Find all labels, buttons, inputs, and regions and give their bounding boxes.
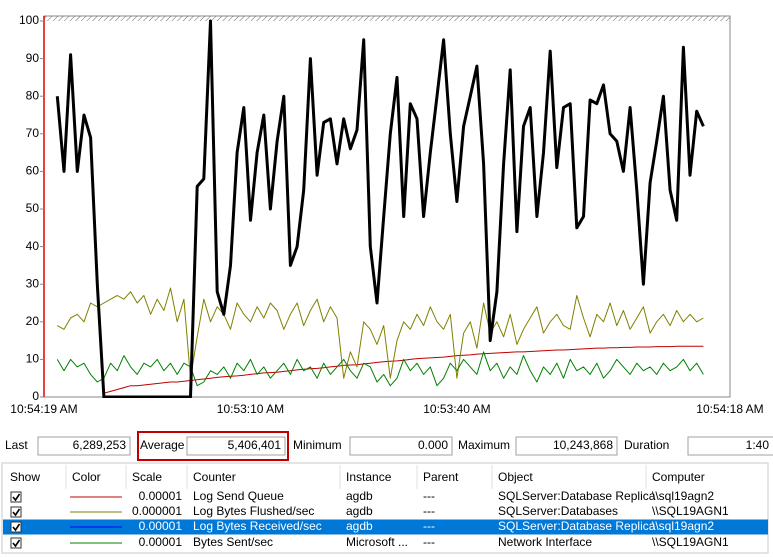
stat-value: 6,289,253	[73, 438, 127, 452]
cell-object: SQLServer:Databases	[498, 504, 618, 518]
table: Show Color Scale Counter Instance Parent Objec…	[3, 465, 768, 549]
y-tick-label: 30	[26, 276, 40, 290]
y-tick-label: 20	[26, 314, 40, 328]
column-header: Computer	[652, 470, 705, 484]
stat-label: Duration	[624, 438, 669, 452]
counter-table	[1, 462, 769, 554]
stat-box	[687, 436, 773, 456]
cell-parent: ---	[423, 489, 435, 503]
series-line	[57, 287, 704, 379]
cell-instance: Microsoft ...	[346, 535, 408, 549]
show-checkbox[interactable]	[10, 491, 22, 503]
cell-parent: ---	[423, 504, 435, 518]
cell-parent: ---	[423, 519, 435, 533]
stat-box	[37, 436, 131, 456]
series-line	[56, 351, 704, 387]
y-tick-label: 70	[26, 126, 40, 140]
stat-box	[515, 436, 618, 456]
check-mark	[12, 493, 21, 502]
y-tick-label: 0	[32, 389, 39, 403]
stat-box	[186, 436, 286, 456]
show-checkbox[interactable]	[10, 537, 22, 549]
stat-value: 10,243,868	[553, 438, 613, 452]
cell-instance: agdb	[346, 519, 373, 533]
cell-counter: Log Send Queue	[193, 489, 284, 503]
y-tick-label: 50	[26, 201, 40, 215]
stat-label: Minimum	[293, 438, 342, 452]
y-tick-label: 10	[26, 352, 40, 366]
y-tick-label: 60	[26, 164, 40, 178]
x-tick-label: 10:53:40 AM	[423, 402, 490, 416]
column-header: Object	[498, 470, 533, 484]
cell-counter: Log Bytes Received/sec	[193, 519, 322, 533]
top-band	[44, 16, 730, 21]
cell-counter: Bytes Sent/sec	[193, 535, 273, 549]
stat-value: 5,406,401	[228, 438, 282, 452]
cell-computer: \\SQL19AGN1	[652, 504, 729, 518]
x-tick-label: 10:54:19 AM	[10, 402, 77, 416]
y-tick-label: 100	[19, 13, 39, 27]
cell-instance: agdb	[346, 504, 373, 518]
stat-value: 0.000	[418, 438, 448, 452]
stat-label: Last	[5, 438, 28, 452]
x-tick-label: 10:54:18 AM	[696, 402, 763, 416]
stat-box	[349, 436, 453, 456]
cell-scale: 0.00001	[139, 535, 183, 549]
cell-parent: ---	[423, 535, 435, 549]
cell-computer: \\sql19agn2	[652, 519, 714, 533]
series-line	[55, 19, 705, 398]
column-header: Show	[10, 470, 40, 484]
stat-label: Average	[140, 438, 185, 452]
y-tick-label: 40	[26, 239, 40, 253]
cell-scale: 0.00001	[139, 489, 183, 503]
show-checkbox[interactable]	[10, 521, 22, 533]
cell-scale: 0.00001	[139, 519, 183, 533]
column-header: Parent	[423, 470, 459, 484]
cell-computer: \\sql19agn2	[652, 489, 714, 503]
column-header: Color	[72, 470, 101, 484]
highlight-box	[137, 431, 289, 461]
y-tick-label: 90	[26, 51, 40, 65]
cell-object: SQLServer:Database Replica	[498, 489, 656, 503]
column-header: Instance	[346, 470, 392, 484]
stat-label: Maximum	[458, 438, 510, 452]
cell-scale: 0.000001	[132, 504, 182, 518]
column-header: Counter	[193, 470, 236, 484]
cell-counter: Log Bytes Flushed/sec	[193, 504, 314, 518]
column-header: Scale	[132, 470, 162, 484]
plot-area	[43, 15, 731, 398]
show-checkbox[interactable]	[10, 506, 22, 518]
stat-value: 1:40	[746, 438, 770, 452]
cell-object: Network Interface	[498, 535, 592, 549]
check-mark	[12, 539, 21, 548]
selected-row	[3, 519, 768, 535]
stats: Last 6,289,253 Average 5,406,401 Minimum 0.00…	[5, 431, 773, 461]
cell-computer: \\SQL19AGN1	[652, 535, 729, 549]
check-mark	[12, 508, 21, 517]
check-mark	[12, 523, 21, 532]
cell-object: SQLServer:Database Replica	[498, 519, 656, 533]
y-tick-label: 80	[26, 88, 40, 102]
cell-instance: agdb	[346, 489, 373, 503]
x-tick-label: 10:53:10 AM	[217, 402, 284, 416]
plot-lines	[55, 19, 705, 398]
